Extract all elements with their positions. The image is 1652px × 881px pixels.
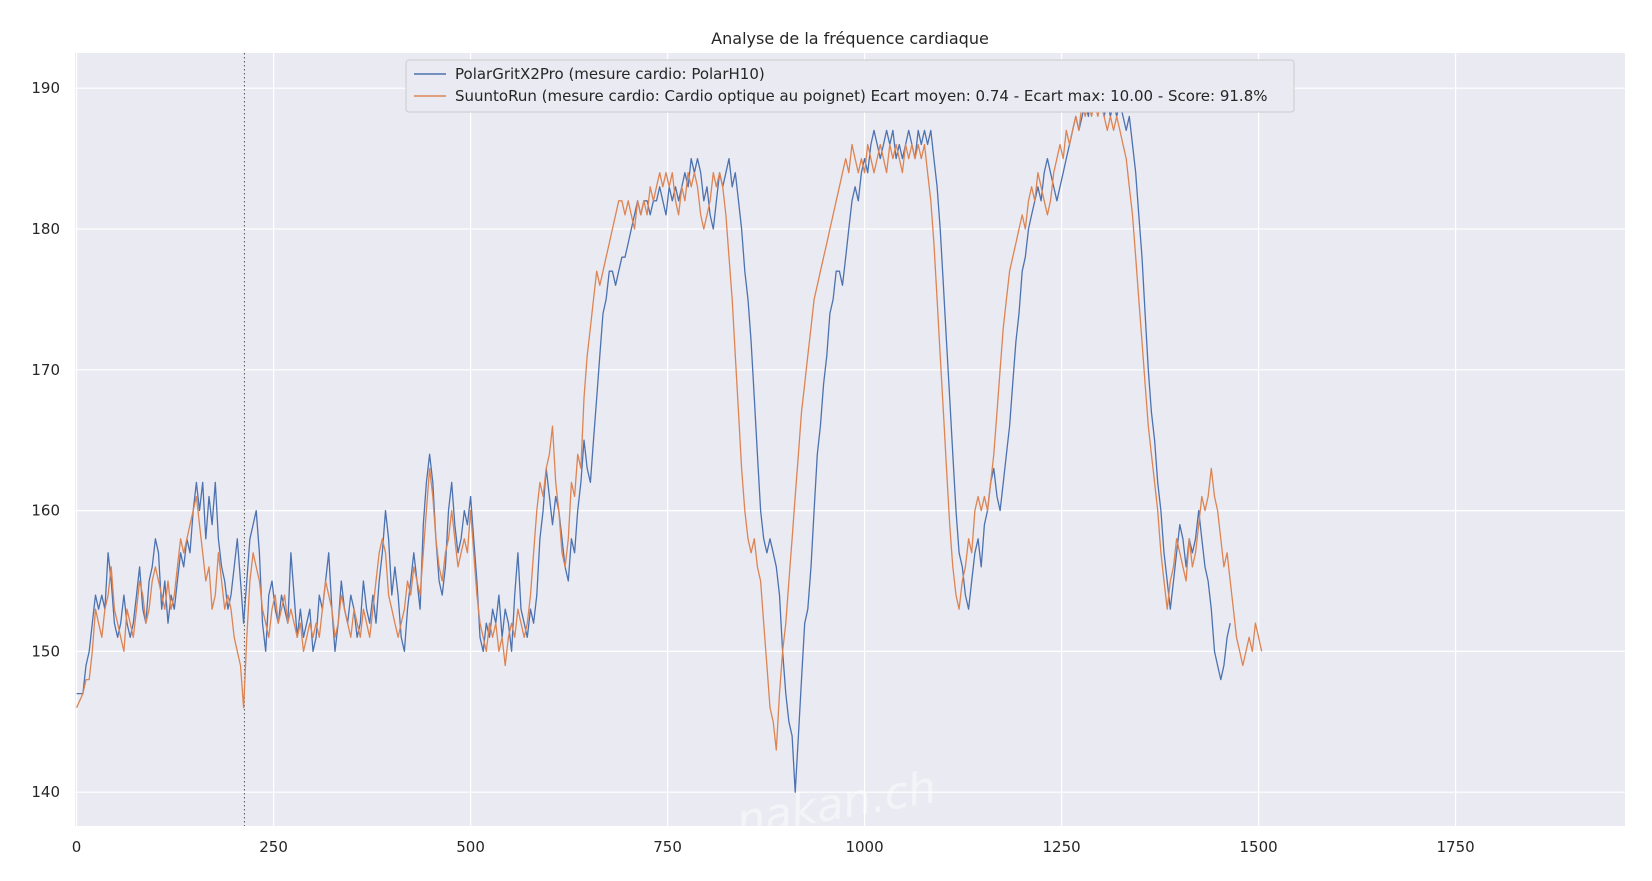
plot-background: [75, 53, 1625, 826]
series-line-polar: [76, 87, 1231, 793]
y-tick-label: 190: [31, 79, 60, 97]
y-tick-label: 180: [31, 220, 60, 238]
y-tick-label: 140: [31, 783, 60, 801]
x-tick-labels: 0 250 500 750 1000 1250 1500 1750: [72, 838, 1475, 856]
y-tick-label: 150: [31, 642, 60, 660]
legend: PolarGritX2Pro (mesure cardio: PolarH10)…: [405, 59, 1295, 113]
x-tick-label: 250: [259, 838, 288, 856]
chart-title: Analyse de la fréquence cardiaque: [711, 29, 989, 48]
x-tick-label: 1500: [1239, 838, 1277, 856]
legend-label-suunto: SuuntoRun (mesure cardio: Cardio optique…: [455, 87, 1268, 105]
y-tick-label: 160: [31, 502, 60, 520]
legend-box: [405, 59, 1295, 113]
x-tick-label: 500: [456, 838, 485, 856]
series-layer: [76, 87, 1263, 793]
x-tick-label: 750: [653, 838, 682, 856]
x-tick-label: 1750: [1436, 838, 1474, 856]
x-tick-label: 1000: [845, 838, 883, 856]
y-tick-labels: 140 150 160 170 180 190: [31, 79, 60, 801]
x-tick-label: 0: [72, 838, 82, 856]
y-tick-label: 170: [31, 361, 60, 379]
series-line-suunto: [76, 101, 1263, 751]
x-tick-label: 1250: [1042, 838, 1080, 856]
legend-label-polar: PolarGritX2Pro (mesure cardio: PolarH10): [455, 65, 765, 83]
